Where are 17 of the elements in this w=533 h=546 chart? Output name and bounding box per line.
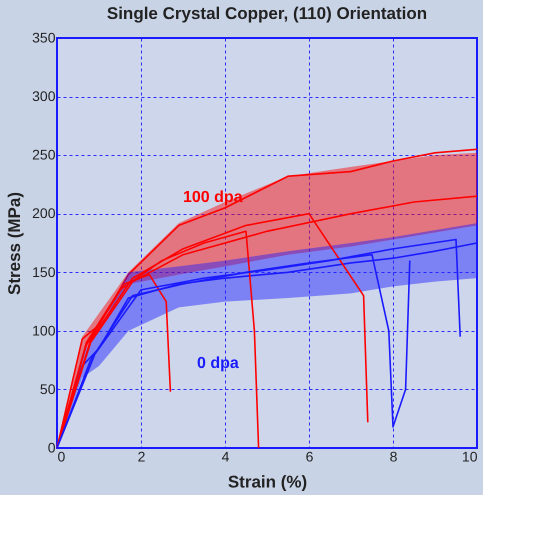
x-tick-label: 2 xyxy=(138,448,146,464)
y-tick-label: 350 xyxy=(32,30,56,46)
x-tick-label: 8 xyxy=(390,448,398,464)
y-tick-label: 200 xyxy=(32,205,56,222)
y-tick-label: 50 xyxy=(40,380,56,397)
x-tick-label: 4 xyxy=(222,448,230,464)
y-tick-label: 100 xyxy=(32,322,56,338)
chart-title: Single Crystal Copper, (110) Orientation xyxy=(106,4,428,23)
y-tick-label: 150 xyxy=(32,264,56,280)
x-axis-title: Strain (%) xyxy=(228,472,308,492)
y-tick-label: 250 xyxy=(32,146,56,163)
x-tick-label: 10 xyxy=(462,448,478,464)
text: 0 dpa xyxy=(197,355,239,372)
series-label: 100 dpa xyxy=(183,189,243,206)
x-tick-label: 6 xyxy=(306,448,314,464)
y-tick-label: 300 xyxy=(32,88,56,104)
y-axis-title: Stress (MPa) xyxy=(5,192,24,295)
